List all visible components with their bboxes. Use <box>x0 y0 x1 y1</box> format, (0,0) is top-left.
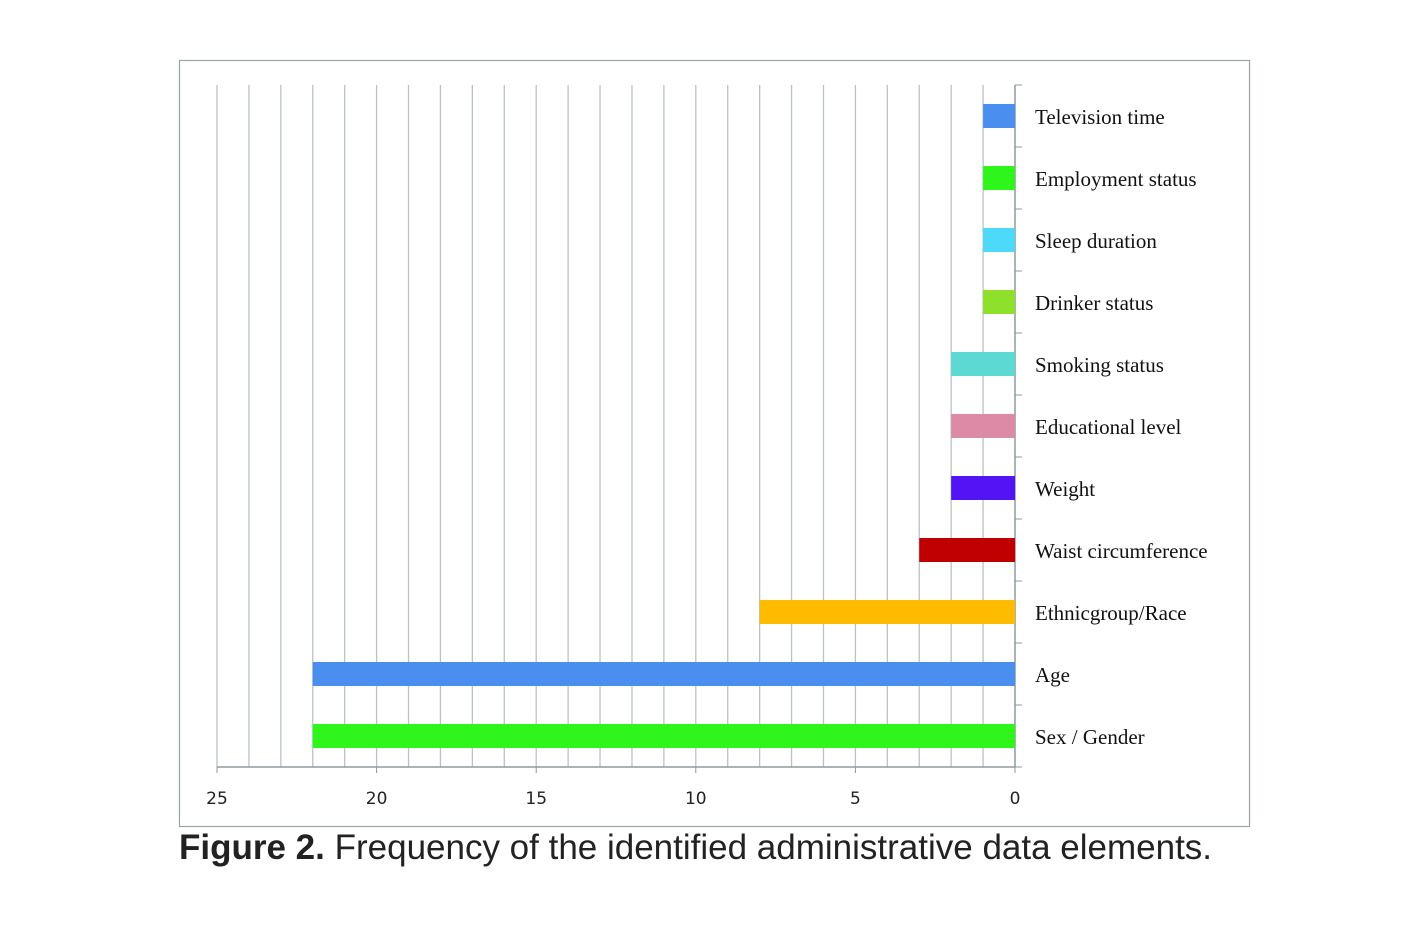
x-tick-label: 5 <box>850 789 861 809</box>
category-label: Sex / Gender <box>1035 725 1145 749</box>
category-label: Drinker status <box>1035 291 1153 315</box>
bar <box>919 538 1015 562</box>
category-label: Smoking status <box>1035 353 1164 377</box>
bar <box>312 724 1015 748</box>
figure-label: Figure 2. <box>179 828 325 867</box>
category-label: Age <box>1035 663 1070 687</box>
category-label: Sleep duration <box>1035 229 1157 253</box>
category-label: Television time <box>1035 105 1165 129</box>
caption-text: Frequency of the identified administrati… <box>324 828 1213 867</box>
x-tick-label: 25 <box>206 789 228 809</box>
x-tick-label: 20 <box>366 789 388 809</box>
bar <box>983 290 1015 314</box>
bar <box>951 352 1015 376</box>
x-tick-label: 0 <box>1010 789 1021 809</box>
x-tick-label: 15 <box>525 789 547 809</box>
category-label: Educational level <box>1035 415 1182 439</box>
bar <box>983 228 1015 252</box>
bar <box>951 414 1015 438</box>
bar <box>983 166 1015 190</box>
bar <box>312 662 1015 686</box>
bar <box>951 476 1015 500</box>
bar <box>983 104 1015 128</box>
bar <box>759 600 1015 624</box>
chart-frame <box>178 59 1251 828</box>
category-label: Ethnicgroup/Race <box>1035 601 1187 625</box>
category-label: Waist circumference <box>1035 539 1208 563</box>
category-label: Weight <box>1035 477 1095 501</box>
category-label: Employment status <box>1035 167 1197 191</box>
x-tick-label: 10 <box>685 789 707 809</box>
figure-caption: Figure 2. Frequency of the identified ad… <box>179 828 1212 868</box>
